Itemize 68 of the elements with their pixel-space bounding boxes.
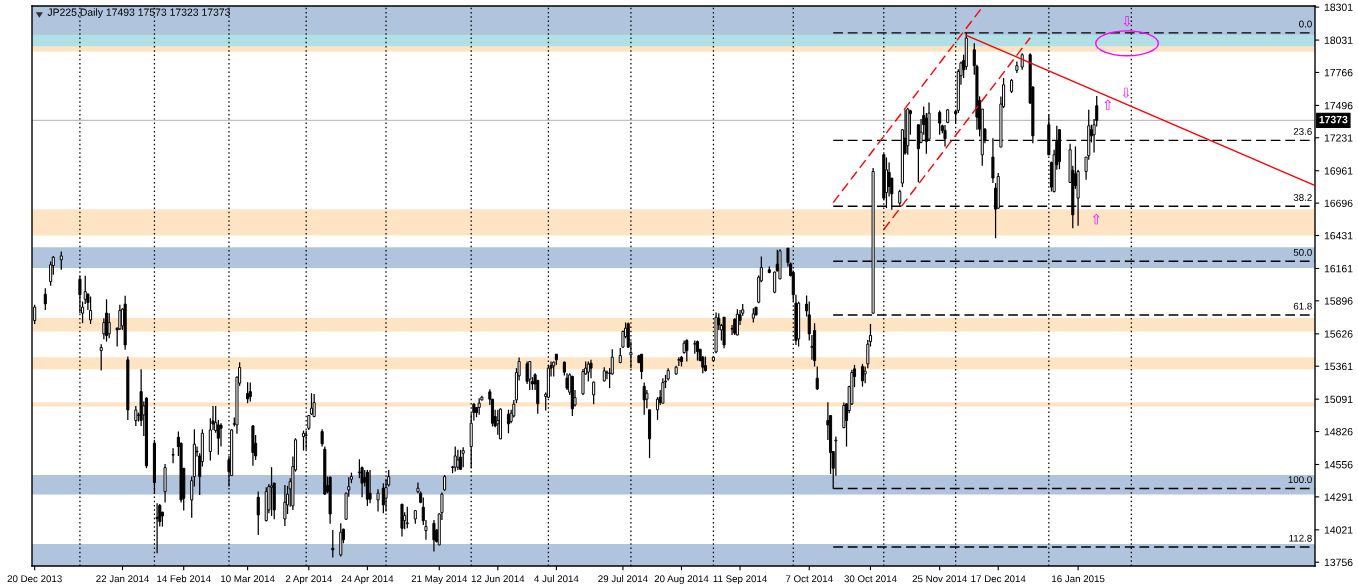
candlestick (592, 380, 596, 405)
y-tick-label: 14021 (1324, 526, 1353, 534)
annotation: 100.0 (1288, 476, 1312, 484)
y-tick-label: 13756 (1324, 558, 1353, 567)
candlestick (49, 260, 53, 287)
x-tick-label: 7 Oct 2014 (785, 575, 833, 583)
y-tick-label: 14291 (1324, 493, 1353, 501)
candlestick (376, 488, 380, 513)
ref-line-label: 17373 (1319, 115, 1348, 124)
candlestick (59, 250, 63, 271)
x-tick-label: 14 Feb 2014 (157, 575, 211, 583)
annotation: ⇧ (1104, 99, 1112, 111)
candlestick (89, 295, 93, 325)
candlestick (813, 322, 817, 368)
y-tick-label: 18031 (1324, 36, 1353, 44)
annotation: 0.0 (1299, 20, 1312, 28)
y-tick-label: 15896 (1324, 297, 1353, 305)
candlestick (456, 449, 460, 471)
x-tick-label: 16 Jan 2015 (1052, 575, 1105, 583)
annotation: 23.6 (1293, 128, 1312, 135)
annotation: ⇩ (1123, 15, 1131, 27)
y-tick-label: 15361 (1324, 362, 1353, 371)
y-tick-label: 16431 (1324, 232, 1353, 240)
candlestick (368, 469, 372, 504)
annotation: ⇧ (1092, 213, 1100, 225)
y-tick-label: 15626 (1324, 330, 1353, 338)
x-tick-label: 12 Jun 2014 (471, 575, 525, 583)
y-tick-label: 16961 (1324, 167, 1353, 175)
x-tick-label: 10 Mar 2014 (221, 575, 275, 583)
annotation: 112.8 (1289, 534, 1312, 542)
y-tick-label: 16161 (1324, 264, 1353, 273)
x-tick-label: 17 Dec 2014 (971, 575, 1026, 583)
x-tick-label: 24 Apr 2014 (341, 575, 394, 585)
candlestick (171, 447, 175, 464)
x-tick-label: 11 Sep 2014 (713, 575, 767, 585)
annotation: 61.8 (1293, 302, 1312, 310)
candlestick (270, 466, 274, 517)
y-tick-label: 15091 (1324, 395, 1353, 404)
candlestick (43, 287, 47, 311)
candlestick (815, 365, 819, 391)
y-tick-label: 17766 (1324, 68, 1353, 77)
y-tick-label: 17496 (1324, 101, 1353, 110)
annotation: 50.0 (1293, 248, 1312, 256)
candlestick (589, 359, 593, 379)
y-tick-label: 18301 (1324, 3, 1353, 11)
x-tick-label: 21 May 2014 (411, 575, 468, 585)
x-tick-label: 25 Nov 2014 (912, 575, 967, 583)
x-tick-label: 20 Dec 2013 (7, 575, 62, 583)
x-tick-label: 4 Jul 2014 (534, 575, 579, 583)
candlestick (581, 368, 585, 396)
x-tick-label: 29 Jul 2014 (598, 575, 648, 583)
candlestick (256, 490, 260, 536)
candlestick (461, 446, 465, 468)
y-tick-label: 17231 (1324, 134, 1353, 142)
x-tick-label: 22 Jan 2014 (96, 575, 149, 583)
candlestick (459, 449, 463, 471)
annotation: ⇩ (1122, 87, 1130, 99)
x-tick-label: 30 Oct 2014 (844, 575, 897, 583)
y-tick-label: 14826 (1324, 428, 1353, 436)
x-tick-label: 20 Aug 2014 (654, 575, 709, 585)
candlestick (283, 484, 287, 527)
candlestick (99, 343, 103, 372)
y-tick-label: 14556 (1324, 461, 1353, 469)
y-tick-label: 16696 (1324, 199, 1353, 208)
candlestick (331, 529, 335, 559)
annotation: 38.2 (1293, 194, 1312, 201)
chart-title: JP225,Daily 17493 17573 17323 17373 (47, 8, 230, 18)
x-tick-label: 2 Apr 2014 (285, 575, 333, 585)
